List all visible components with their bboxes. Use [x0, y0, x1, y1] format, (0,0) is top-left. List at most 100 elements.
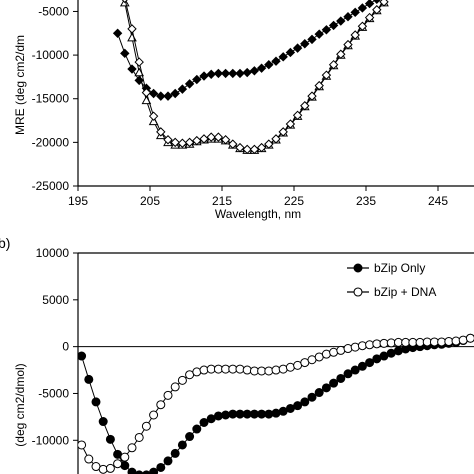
chart-a-series-1-point — [156, 91, 166, 101]
chart-b-series-1-point — [199, 417, 209, 427]
chart-a-series-3-point — [177, 138, 188, 148]
chart-b-series-1-point — [84, 374, 94, 384]
chart-a-ylabel: MRE (deg cm2/dm — [13, 35, 27, 135]
chart-a-series-3-point — [328, 59, 339, 70]
chart-a-plot-area — [112, 0, 389, 155]
chart-b-series-1-point — [127, 467, 137, 474]
chart-b-series-1-point — [357, 361, 367, 371]
chart-a-series-3-point — [321, 70, 332, 80]
chart-a-series-3-point — [372, 5, 382, 15]
chart-a-series-1-point — [127, 64, 137, 74]
chart-a-series-1-point — [343, 11, 353, 22]
chart-b-series-1-point — [91, 397, 101, 407]
chart-b-series-1-point — [307, 392, 317, 402]
chart-b-series-2-point — [127, 443, 137, 453]
chart-a-series-3-point — [242, 144, 252, 155]
chart-a-xtick-label: 195 — [68, 194, 88, 208]
chart-a-ytick-label: -10000 — [32, 48, 70, 62]
chart-b-ytick-label: 5000 — [42, 293, 69, 307]
chart-a-series-1-point — [307, 34, 317, 45]
chart-b-series-1-line — [81, 337, 471, 474]
chart-a-series-1-point — [235, 68, 245, 79]
chart-b-series-2-point — [78, 440, 87, 450]
chart-b-series-1-point — [149, 467, 159, 474]
chart-a-series-3-point — [192, 135, 202, 146]
legend-marker-bzip-only — [353, 263, 363, 273]
chart-b-ytick-label: 0 — [62, 340, 69, 354]
chart-a-series-3-point — [156, 127, 166, 137]
chart-a-series-1-point — [285, 47, 296, 58]
chart-a-y-axis: -25000 -20000 -15000 -10000 -5000 — [32, 4, 78, 193]
chart-a-series-1-point — [328, 20, 339, 31]
chart-a-series-1-point — [192, 74, 202, 85]
chart-b: b) (deg cm2/dmol) -10000-50000500010000 … — [0, 235, 474, 474]
legend-marker-bzip-dna — [353, 287, 363, 297]
chart-a-series-3-point — [350, 30, 360, 40]
chart-b-series-1-point — [314, 388, 324, 398]
chart-a-series-2-line — [124, 2, 385, 151]
chart-a-series-3-point — [170, 137, 180, 148]
chart-a-series-3-point — [206, 132, 216, 142]
chart-a-series-1-point — [228, 68, 238, 79]
chart-a: MRE (deg cm2/dm -25000 -20000 -15000 -10000… — [13, 0, 474, 221]
chart-a-series-1-point — [300, 39, 310, 49]
chart-a-series-1-point — [120, 48, 130, 59]
chart-b-series-1-point — [98, 417, 108, 427]
chart-a-series-3-point — [228, 139, 238, 149]
chart-a-series-3-point — [364, 12, 375, 23]
chart-b-series-1-point — [170, 448, 180, 458]
chart-b-series-2 — [78, 333, 474, 474]
chart-a-series-1-point — [350, 7, 360, 18]
chart-b-series-1-point — [185, 432, 195, 442]
chart-a-series-3-point — [199, 134, 209, 144]
chart-b-panel-label: b) — [0, 235, 10, 251]
chart-a-xtick-label: 245 — [428, 194, 448, 208]
chart-b-series-2-point — [170, 382, 180, 392]
chart-b-series-2-point — [163, 390, 173, 400]
chart-a-series-3-point — [249, 144, 260, 155]
chart-a-series-3-point — [278, 127, 288, 137]
chart-b-series-2-point — [84, 454, 94, 464]
chart-b-series-2-point — [120, 452, 130, 462]
chart-a-series-1-point — [177, 84, 188, 94]
chart-a-series-3-point — [256, 142, 267, 153]
chart-a-series-3-point — [134, 57, 144, 67]
chart-b-series-2-point — [141, 421, 151, 431]
chart-a-series-1-point — [321, 25, 332, 35]
chart-a-series-1-point — [213, 68, 224, 79]
chart-b-series-1-point — [141, 470, 151, 474]
chart-b-series-2-point — [465, 333, 474, 343]
chart-b-series-1-point — [350, 365, 360, 375]
chart-a-series-1-point — [314, 29, 324, 39]
chart-b-ytick-label: 10000 — [36, 246, 70, 260]
chart-a-series-1-point — [170, 88, 180, 99]
chart-b-series-1-point — [163, 456, 173, 466]
chart-b-series-2-point — [105, 463, 115, 473]
chart-a-series-3-point — [307, 91, 317, 101]
chart-a-series-3-point — [141, 87, 152, 98]
chart-a-series-3-point — [235, 142, 245, 153]
chart-b-series-2-point — [343, 344, 353, 354]
chart-b-series-2-line — [81, 337, 471, 470]
chart-a-series-3-point — [300, 101, 310, 111]
chart-a-series-1-point — [220, 68, 231, 79]
chart-b-series-1 — [78, 333, 474, 474]
chart-a-ytick-label: -15000 — [32, 92, 70, 106]
chart-a-series-3-point — [184, 137, 195, 148]
chart-a-series-3-point — [220, 135, 231, 145]
chart-a-series-3-point — [343, 39, 353, 50]
chart-a-series-1-point — [148, 88, 159, 99]
chart-b-ylabel: (deg cm2/dmol) — [13, 363, 27, 446]
chart-b-series-1-point — [134, 470, 144, 474]
chart-a-series-3-point — [292, 110, 303, 121]
chart-b-legend: bZip Only bZip + DNA — [347, 261, 436, 299]
chart-b-plot-area — [78, 333, 474, 474]
chart-a-series-3-point — [357, 21, 368, 31]
chart-b-series-2-point — [156, 400, 166, 410]
chart-a-series-3-point — [379, 0, 389, 7]
chart-a-series-3-point — [127, 24, 137, 34]
chart-a-series-1-point — [278, 52, 288, 62]
chart-a-series-1-point — [264, 59, 274, 70]
chart-a-series-3-point — [213, 132, 224, 142]
